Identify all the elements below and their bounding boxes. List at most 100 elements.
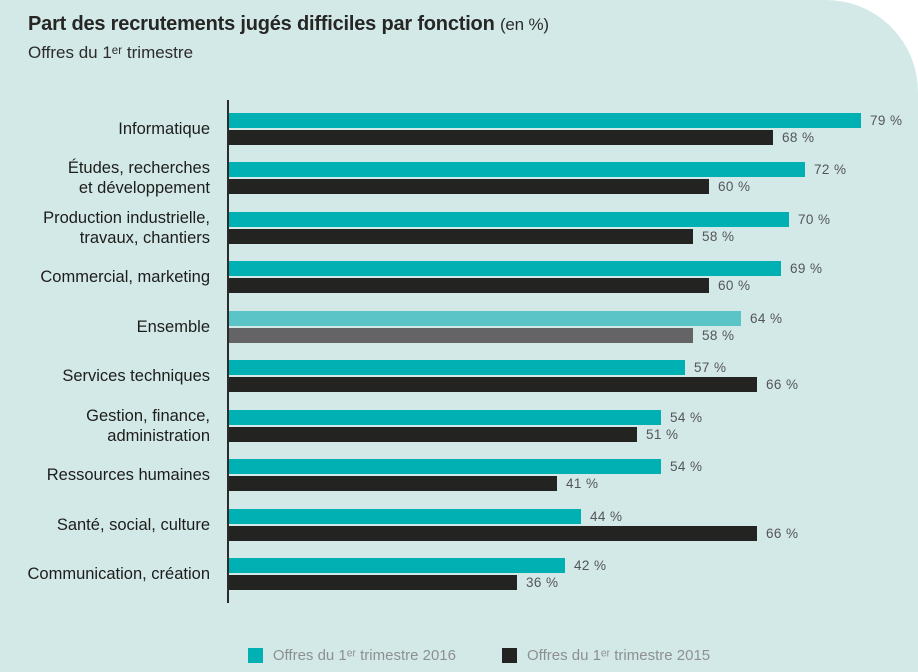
- bar-line: 66 %: [229, 525, 918, 541]
- bar-group: 69 % 60 %: [229, 261, 918, 294]
- legend-item: Offres du 1ᵉʳ trimestre 2015: [502, 647, 710, 664]
- bar-group: 72 % 60 %: [229, 162, 918, 195]
- bar-value-label: 42 %: [574, 558, 607, 574]
- bar-line: 68 %: [229, 129, 918, 145]
- bar-value-label: 68 %: [782, 129, 815, 145]
- bar-group: 64 % 58 %: [229, 310, 918, 343]
- bar-line: 54 %: [229, 459, 918, 475]
- bar-value-label: 69 %: [790, 261, 823, 277]
- chart-row: Services techniques 57 % 66 %: [0, 352, 918, 402]
- bar-line: 58 %: [229, 327, 918, 343]
- legend-swatch: [502, 648, 517, 663]
- bar-value-label: 57 %: [694, 360, 727, 376]
- category-label: Ensemble: [136, 317, 210, 336]
- bar-value-label: 51 %: [646, 426, 679, 442]
- bar-line: 72 %: [229, 162, 918, 178]
- bar-value-label: 72 %: [814, 162, 847, 178]
- page-title-text: Part des recrutements jugés difficiles p…: [28, 13, 495, 35]
- y-axis-line: [227, 100, 229, 603]
- bar-value-label: 64 %: [750, 310, 783, 326]
- bar: [229, 179, 709, 195]
- bar-value-label: 79 %: [870, 112, 903, 128]
- bar-group: 54 % 51 %: [229, 409, 918, 442]
- page-title-suffix: (en %): [499, 15, 549, 34]
- bar: [229, 327, 693, 343]
- bar: [229, 112, 861, 128]
- bar: [229, 228, 693, 244]
- bar-group: 57 % 66 %: [229, 360, 918, 393]
- legend-swatch: [247, 648, 263, 663]
- bar-group: 70 % 58 %: [229, 211, 918, 244]
- chart-rows: Informatique 79 % 68 % Études, recherches e…: [0, 104, 918, 599]
- legend-label: Offres du 1ᵉʳ trimestre 2015: [527, 647, 711, 664]
- bar-line: 66 %: [229, 377, 918, 393]
- bar: [229, 575, 517, 591]
- bar-value-label: 44 %: [590, 508, 623, 524]
- bar-group: 79 % 68 %: [229, 112, 918, 145]
- bar: [229, 476, 557, 492]
- chart-row: Études, recherches et développement 72 % 6…: [0, 154, 918, 204]
- bar-value-label: 36 %: [526, 575, 559, 591]
- legend: Offres du 1ᵉʳ trimestre 2016 Offres du 1ᵉ…: [0, 647, 918, 664]
- bar: [229, 558, 565, 574]
- chart-row: Gestion, finance, administration 54 % 51 %: [0, 401, 918, 451]
- bar-chart: Informatique 79 % 68 % Études, recherches e…: [0, 100, 918, 603]
- legend-label: Offres du 1ᵉʳ trimestre 2016: [272, 647, 456, 664]
- chart-row: Ensemble 64 % 58 %: [0, 302, 918, 352]
- category-label: Production industrielle, travaux, chanti…: [43, 208, 210, 247]
- bar-line: 79 %: [229, 112, 918, 128]
- bar-value-label: 58 %: [702, 228, 735, 244]
- bar-line: 60 %: [229, 179, 918, 195]
- bar-value-label: 70 %: [798, 211, 831, 227]
- bar-line: 42 %: [229, 558, 918, 574]
- bar-group: 44 % 66 %: [229, 508, 918, 541]
- bar-line: 70 %: [229, 211, 918, 227]
- bar-value-label: 41 %: [566, 476, 599, 492]
- bar-value-label: 60 %: [718, 179, 751, 195]
- bar-line: 58 %: [229, 228, 918, 244]
- bar-line: 64 %: [229, 310, 918, 326]
- category-label: Gestion, finance, administration: [86, 406, 210, 445]
- page-title: Part des recrutements jugés difficiles p…: [28, 12, 918, 36]
- bar: [229, 409, 661, 425]
- bar-line: 57 %: [229, 360, 918, 376]
- category-label: Informatique: [118, 119, 210, 138]
- bar-group: 42 % 36 %: [229, 558, 918, 591]
- bar: [229, 310, 741, 326]
- chart-row: Informatique 79 % 68 %: [0, 104, 918, 154]
- bar-line: 36 %: [229, 575, 918, 591]
- category-label: Communication, création: [27, 565, 211, 584]
- bar-group: 54 % 41 %: [229, 459, 918, 492]
- bar: [229, 162, 805, 178]
- chart-row: Ressources humaines 54 % 41 %: [0, 451, 918, 501]
- bar: [229, 459, 661, 475]
- bar-line: 44 %: [229, 508, 918, 524]
- bar-line: 69 %: [229, 261, 918, 277]
- bar: [229, 377, 757, 393]
- bar: [229, 525, 757, 541]
- bar: [229, 508, 581, 524]
- bar: [229, 211, 789, 227]
- bar-line: 51 %: [229, 426, 918, 442]
- bar-line: 60 %: [229, 278, 918, 294]
- bar-value-label: 60 %: [718, 278, 751, 294]
- bar-value-label: 58 %: [702, 327, 735, 343]
- bar-value-label: 66 %: [766, 525, 799, 541]
- chart-row: Production industrielle, travaux, chanti…: [0, 203, 918, 253]
- chart-row: Santé, social, culture 44 % 66 %: [0, 500, 918, 550]
- bar: [229, 278, 709, 294]
- category-label: Services techniques: [62, 367, 210, 386]
- bar-value-label: 54 %: [670, 459, 703, 475]
- bar: [229, 129, 773, 145]
- bar-line: 54 %: [229, 409, 918, 425]
- chart-row: Commercial, marketing 69 % 60 %: [0, 253, 918, 303]
- category-label: Santé, social, culture: [56, 515, 210, 534]
- chart-row: Communication, création 42 % 36 %: [0, 550, 918, 600]
- bar-line: 41 %: [229, 476, 918, 492]
- bar-value-label: 54 %: [670, 409, 703, 425]
- bar: [229, 261, 781, 277]
- category-label: Commercial, marketing: [40, 268, 210, 287]
- legend-item: Offres du 1ᵉʳ trimestre 2016: [247, 647, 456, 664]
- bar: [229, 426, 637, 442]
